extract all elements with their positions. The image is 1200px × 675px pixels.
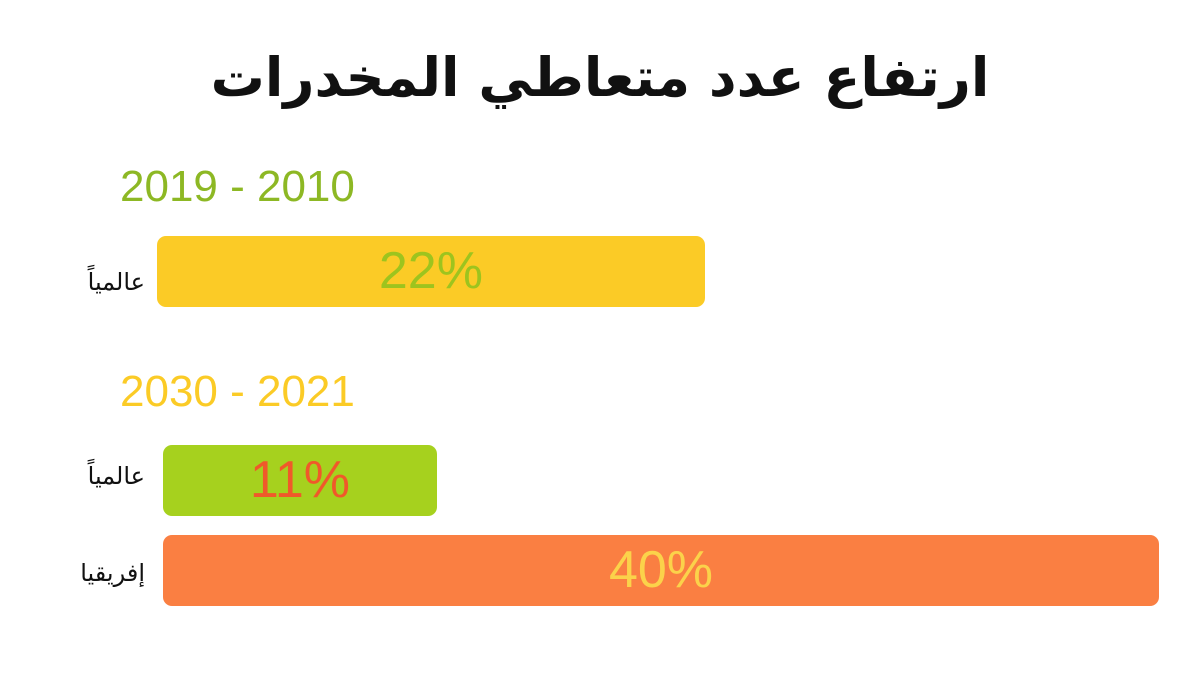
chart-title: ارتفاع عدد متعاطي المخدرات: [210, 46, 990, 109]
row-label-africa: إفريقيا: [80, 559, 145, 587]
row-label-global-2: عالمياً: [87, 462, 145, 490]
row-label-global-1: عالمياً: [87, 268, 145, 296]
bar-value-label-22: 22%: [378, 242, 483, 300]
bar-africa-2021-2030: 40%: [163, 535, 1159, 606]
bar-value-label-40: 40%: [608, 541, 714, 599]
bar-global-2010-2019: 22%: [157, 236, 705, 307]
bar-global-2021-2030: 11%: [163, 445, 437, 516]
period-label-2021-2030: 2030 - 2021: [120, 367, 355, 416]
period-label-2010-2019: 2019 - 2010: [120, 162, 355, 211]
bar-value-label-11: 11%: [249, 451, 351, 509]
